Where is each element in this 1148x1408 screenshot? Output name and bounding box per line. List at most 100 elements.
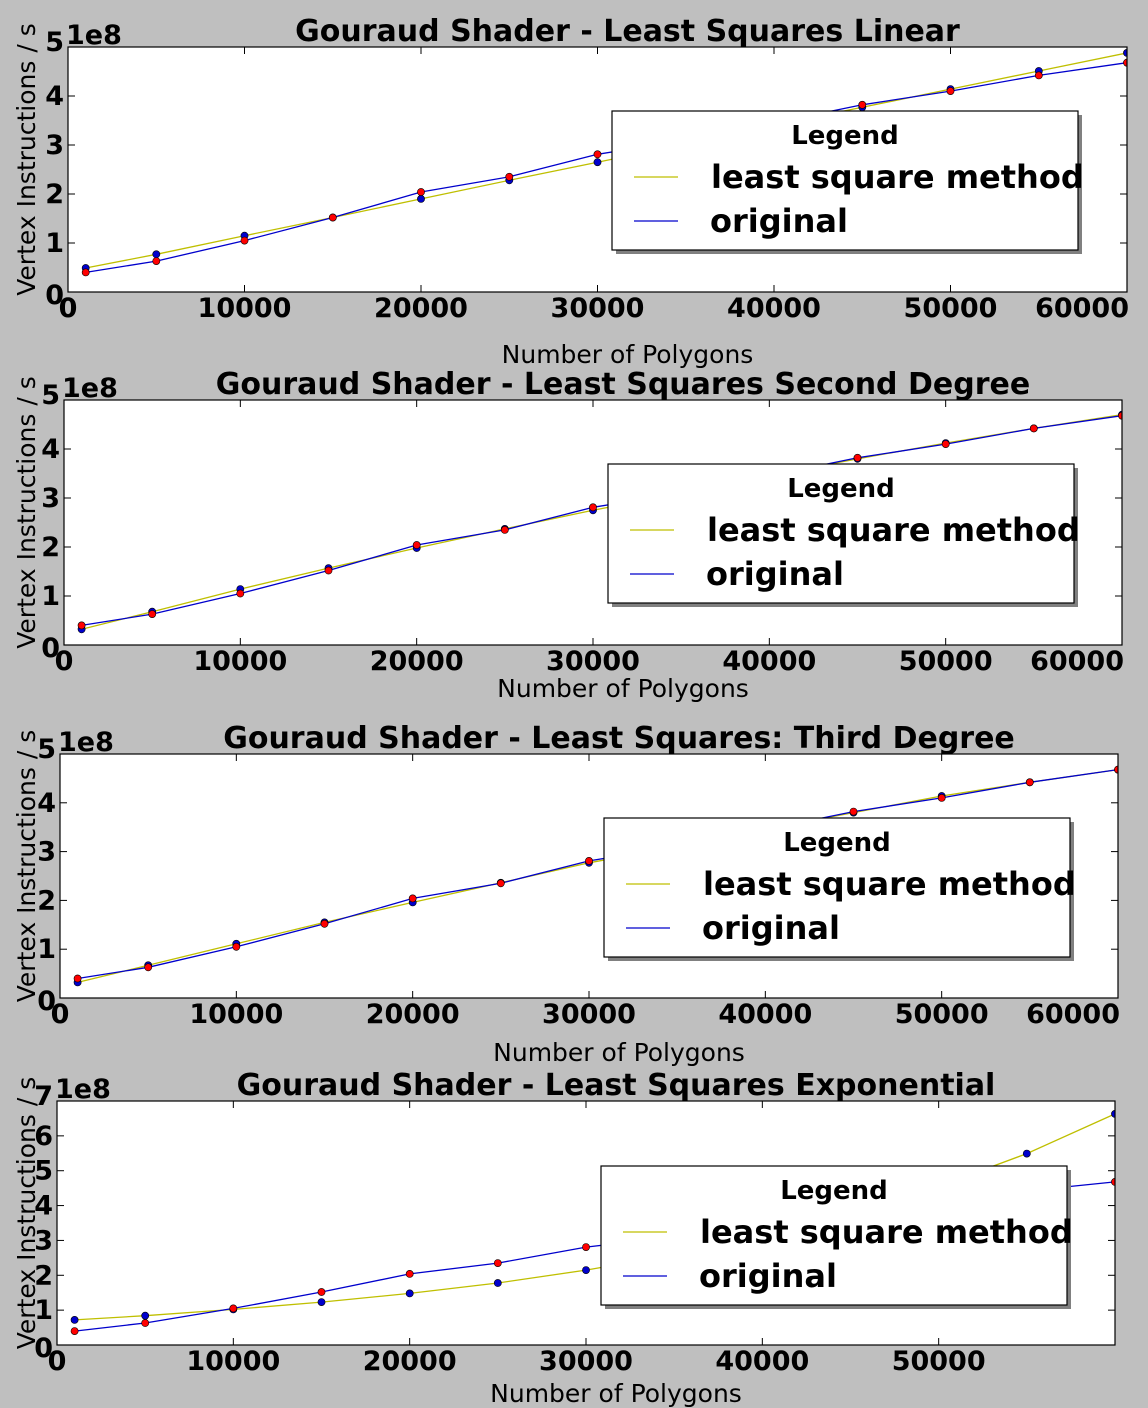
x-tick-label: 40000 [727,293,821,324]
x-tick-label: 20000 [370,646,464,677]
data-point-original [232,942,241,951]
y-axis-label: Vertex Instructions / s [12,730,41,1002]
x-tick-label: 50000 [892,1346,986,1377]
legend-title: Legend [783,828,891,858]
x-tick-label: 60000 [1035,293,1129,324]
data-point-original [1025,778,1034,787]
y-tick-label: 6 [34,1121,53,1152]
data-point-fit [493,1279,502,1287]
y-tick-label: 4 [34,1191,53,1222]
data-point-fit [317,1298,326,1306]
y-axis-label: Vertex Instructions / s [12,376,41,648]
x-tick-label: 20000 [366,999,460,1030]
x-tick-label: 10000 [189,999,283,1030]
y-tick-label: 5 [41,380,60,411]
x-axis-label: Number of Polygons [497,674,749,703]
y-tick-label: 1 [41,581,60,612]
y-tick-label: 0 [34,1333,53,1364]
legend: Legend least square method original [611,110,1084,254]
legend-title: Legend [780,1176,888,1206]
data-point-original [593,150,602,159]
x-axis-label: Number of Polygons [502,340,754,369]
data-point-fit [1123,49,1127,57]
legend-box [603,817,1071,958]
data-point-original [1123,58,1127,67]
y-tick-label: 5 [34,1156,53,1187]
data-point-original [849,807,858,816]
legend-box [607,463,1075,604]
legend-box [611,110,1079,251]
data-point-original [853,453,862,462]
data-point-original [73,974,82,983]
legend-entry-label: least square method [700,1213,1073,1251]
data-point-original [589,503,597,512]
legend-entry-label: least square method [711,158,1084,196]
data-point-original [229,1304,238,1313]
y-tick-label: 0 [45,280,64,311]
x-axis-label: Number of Polygons [490,1379,742,1408]
x-tick-label: 10000 [198,293,292,324]
y-tick-label: 0 [41,633,60,664]
legend: Legend least square method original [607,463,1080,607]
y-axis-label: Vertex Instructions / s [12,1077,41,1349]
y-tick-label: 4 [41,434,60,465]
y-tick-label: 4 [37,788,56,819]
data-point-fit [582,1266,590,1274]
x-tick-label: 30000 [542,999,636,1030]
x-tick-label: 0 [48,1346,67,1377]
y-tick-label: 1 [37,934,56,965]
data-point-original [500,526,509,534]
data-point-original [941,440,950,448]
data-point-original [1118,411,1122,420]
y-tick-label: 3 [45,130,64,161]
data-point-fit [152,250,161,259]
data-point-original [582,1243,590,1251]
legend-entry-label: original [710,202,848,240]
data-point-original [144,963,153,972]
data-point-fit [1022,1149,1031,1158]
x-tick-label: 50000 [895,999,989,1030]
y-tick-label: 4 [45,81,64,112]
x-tick-label: 0 [55,646,74,677]
y-tick-label: 5 [37,734,56,765]
y-tick-label: 2 [45,179,64,210]
x-tick-label: 40000 [718,999,812,1030]
chart-1: 0 10000 20000 30000 40000 50000 60000 0 1 2 3 4 5 1e8… [12,14,1129,369]
data-point-original [148,610,157,618]
chart-title: Gouraud Shader - Least Squares Exponenti… [237,1068,996,1103]
legend-title: Legend [791,121,899,151]
data-point-original [1111,1178,1115,1186]
data-point-fit [1111,1110,1115,1118]
plot-series [73,765,1118,987]
data-point-original [240,236,249,245]
legend: Legend least square method original [600,1165,1073,1309]
legend-entry-label: original [699,1257,837,1295]
data-point-original [1114,765,1118,774]
data-point-original [324,566,333,575]
legend-entry-label: least square method [703,865,1076,903]
x-tick-label: 50000 [904,293,998,324]
x-tick-label: 60000 [1030,646,1124,677]
x-tick-label: 10000 [186,1346,280,1377]
y-tick-label: 7 [34,1081,53,1112]
data-point-original [412,541,421,549]
data-point-fit [70,1316,79,1324]
chart-title: Gouraud Shader - Least Squares Second De… [216,367,1030,402]
data-point-fit [593,158,602,167]
chart-3: 0 10000 20000 30000 40000 50000 60000 0 1 2 3 4 5 1e8… [12,721,1120,1067]
data-point-original [236,589,245,598]
x-tick-label: 40000 [722,646,816,677]
y-multiplier: 1e8 [66,20,122,51]
data-point-fit [405,1289,414,1298]
data-point-original [496,879,505,888]
legend: Legend least square method original [603,817,1076,961]
chart-2: 0 10000 20000 30000 40000 50000 60000 0 1 2 3 4 5 1e8… [12,367,1124,703]
legend-entry-label: original [706,555,844,593]
data-point-original [320,919,329,928]
x-tick-label: 30000 [546,646,640,677]
y-tick-label: 1 [34,1295,53,1326]
data-point-original [81,268,90,277]
y-tick-label: 2 [37,885,56,916]
x-tick-label: 30000 [539,1346,633,1377]
